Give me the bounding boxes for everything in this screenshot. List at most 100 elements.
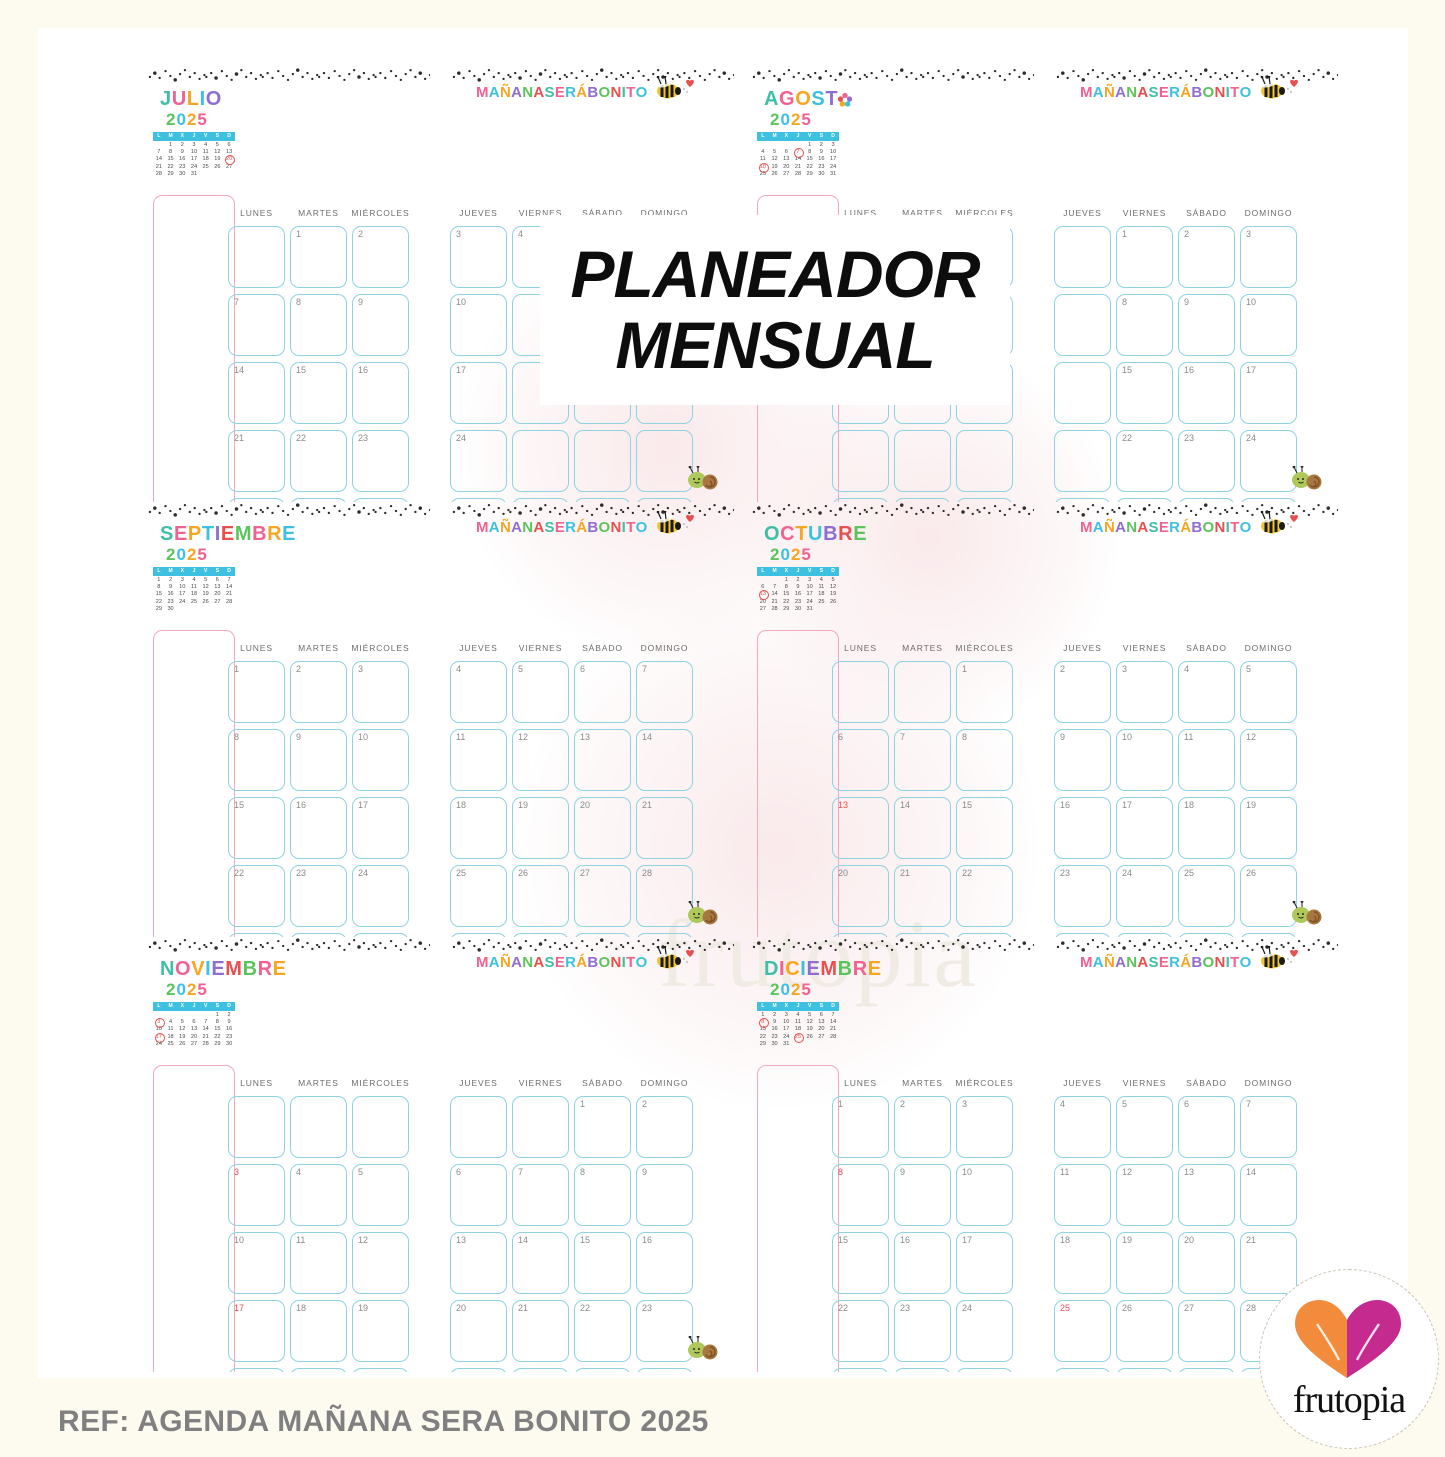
day-cell[interactable] [832,661,889,723]
day-cell[interactable]: 7 [512,1164,569,1226]
day-cell[interactable]: 10 [450,294,507,356]
day-cell[interactable]: 20 [574,797,631,859]
day-cell[interactable]: 12 [1116,1164,1173,1226]
day-cell[interactable]: 6 [574,661,631,723]
day-cell[interactable]: 14 [1240,1164,1297,1226]
day-cell[interactable]: 23 [894,1300,951,1362]
day-cell[interactable]: 14 [228,362,285,424]
day-cell[interactable]: 21 [894,865,951,927]
day-cell[interactable]: 23 [1178,430,1235,492]
day-cell[interactable]: 3 [228,1164,285,1226]
day-cell[interactable]: 17 [450,362,507,424]
day-cell[interactable]: 2 [1178,226,1235,288]
day-cell[interactable]: 6 [1178,1096,1235,1158]
notes-box[interactable]: MAÑANA SERÁ BONITO [153,195,235,502]
day-cell[interactable]: 15 [832,1232,889,1294]
day-cell[interactable]: 3 [956,1096,1013,1158]
day-cell[interactable]: 15 [574,1232,631,1294]
day-cell[interactable]: 8 [290,294,347,356]
day-cell[interactable]: 1 [832,1096,889,1158]
day-cell[interactable]: 29 [832,1368,889,1372]
day-cell[interactable] [228,226,285,288]
day-cell[interactable]: 4 [450,661,507,723]
day-cell[interactable] [894,661,951,723]
day-cell[interactable]: 8 [956,729,1013,791]
day-cell[interactable]: 10 [228,1232,285,1294]
day-cell[interactable] [894,430,951,492]
day-cell[interactable]: 16 [290,797,347,859]
day-cell[interactable]: 13 [1178,1164,1235,1226]
day-cell[interactable] [1054,1368,1111,1372]
day-cell[interactable]: 19 [512,797,569,859]
day-cell[interactable]: 14 [636,729,693,791]
day-cell[interactable]: 24 [1240,430,1297,492]
day-cell[interactable]: 11 [1178,729,1235,791]
day-cell[interactable]: 5 [352,1164,409,1226]
day-cell[interactable]: 21 [1240,1232,1297,1294]
day-cell[interactable]: 20 [832,865,889,927]
day-cell[interactable]: 18 [1178,797,1235,859]
day-cell[interactable]: 17 [956,1232,1013,1294]
day-cell[interactable]: 9 [1054,729,1111,791]
day-cell[interactable]: 17 [228,1300,285,1362]
day-cell[interactable]: 16 [1054,797,1111,859]
day-cell[interactable]: 3 [1240,226,1297,288]
day-cell[interactable]: 16 [352,362,409,424]
day-cell[interactable]: 18 [450,797,507,859]
day-cell[interactable]: 5 [512,661,569,723]
day-cell[interactable]: 7 [228,294,285,356]
day-cell[interactable] [1054,226,1111,288]
day-cell[interactable]: 13 [450,1232,507,1294]
day-cell[interactable] [636,430,693,492]
day-cell[interactable]: 21 [636,797,693,859]
day-cell[interactable]: 20 [1178,1232,1235,1294]
day-cell[interactable]: 3 [1116,661,1173,723]
day-cell[interactable]: 11 [290,1232,347,1294]
day-cell[interactable]: 9 [1178,294,1235,356]
day-cell[interactable] [1054,362,1111,424]
day-cell[interactable]: 5 [1240,661,1297,723]
day-cell[interactable]: 15 [290,362,347,424]
day-cell[interactable]: 7 [894,729,951,791]
day-cell[interactable]: 16 [1178,362,1235,424]
notes-box[interactable]: MAÑANA SERÁ BONITO [153,1065,235,1372]
day-cell[interactable]: 24 [956,1300,1013,1362]
day-cell[interactable]: 10 [956,1164,1013,1226]
day-cell[interactable]: 1 [574,1096,631,1158]
day-cell[interactable] [512,1096,569,1158]
day-cell[interactable]: 2 [1054,661,1111,723]
day-cell[interactable]: 20 [450,1300,507,1362]
day-cell[interactable]: 1 [956,661,1013,723]
day-cell[interactable]: 19 [352,1300,409,1362]
day-cell[interactable] [1178,1368,1235,1372]
day-cell[interactable]: 22 [228,865,285,927]
day-cell[interactable] [290,1096,347,1158]
day-cell[interactable]: 22 [1116,430,1173,492]
notes-box[interactable]: MAÑANA SERÁ BONITO [757,630,839,937]
day-cell[interactable]: 6 [832,729,889,791]
day-cell[interactable]: 12 [352,1232,409,1294]
day-cell[interactable]: 13 [574,729,631,791]
day-cell[interactable]: 25 [450,865,507,927]
day-cell[interactable]: 26 [1116,1300,1173,1362]
day-cell[interactable]: 17 [1116,797,1173,859]
day-cell[interactable] [832,430,889,492]
day-cell[interactable]: 27 [574,865,631,927]
day-cell[interactable]: 17 [352,797,409,859]
day-cell[interactable]: 14 [894,797,951,859]
day-cell[interactable]: 25 [290,1368,347,1372]
day-cell[interactable]: 9 [352,294,409,356]
day-cell[interactable]: 21 [512,1300,569,1362]
day-cell[interactable]: 19 [1116,1232,1173,1294]
day-cell[interactable]: 26 [512,865,569,927]
day-cell[interactable]: 27 [450,1368,507,1372]
day-cell[interactable]: 9 [894,1164,951,1226]
day-cell[interactable]: 29 [574,1368,631,1372]
day-cell[interactable]: 18 [290,1300,347,1362]
day-cell[interactable]: 25 [1178,865,1235,927]
notes-box[interactable]: MAÑANA SERÁ BONITO [757,1065,839,1372]
day-cell[interactable]: 7 [1240,1096,1297,1158]
day-cell[interactable]: 30 [894,1368,951,1372]
day-cell[interactable]: 4 [1054,1096,1111,1158]
day-cell[interactable] [574,430,631,492]
